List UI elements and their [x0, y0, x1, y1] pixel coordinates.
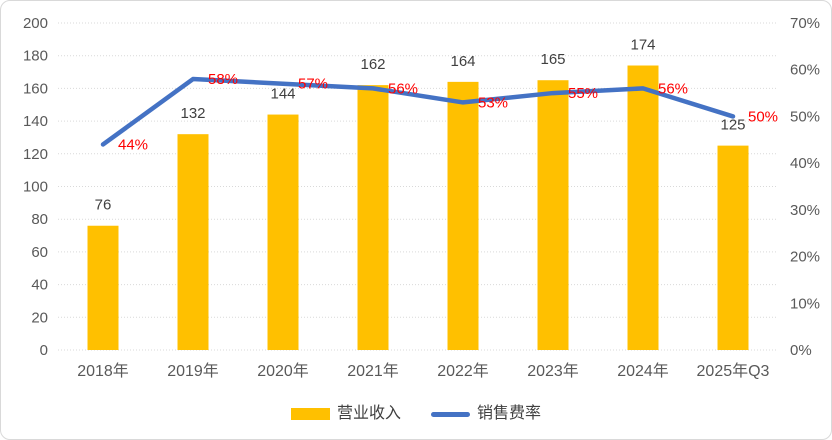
line-value-label: 56%	[388, 80, 418, 97]
legend-item-expense-ratio[interactable]: 销售费率	[431, 406, 541, 422]
x-tick-label: 2023年	[527, 362, 579, 380]
bar-value-label: 174	[630, 37, 655, 54]
legend-label-expense-ratio: 销售费率	[477, 405, 542, 422]
line-value-label: 56%	[658, 80, 688, 97]
bar-value-label: 132	[180, 105, 205, 122]
bar[interactable]	[447, 81, 479, 351]
x-tick-label: 2018年	[77, 362, 129, 380]
y-left-tick-label: 40	[31, 277, 48, 294]
bar-value-label: 162	[360, 56, 385, 73]
y-left-tick-label: 200	[23, 15, 48, 32]
bar[interactable]	[357, 85, 389, 350]
bar-series-swatch-icon	[290, 408, 330, 420]
bar[interactable]	[87, 225, 119, 350]
line-series-swatch-icon	[431, 411, 470, 417]
y-right-tick-label: 40%	[790, 155, 820, 172]
y-right-tick-label: 20%	[790, 249, 820, 266]
y-right-tick-label: 10%	[790, 295, 820, 312]
legend: 营业收入 销售费率	[1, 401, 831, 427]
y-left-tick-label: 0	[40, 342, 48, 359]
y-right-tick-label: 30%	[790, 202, 820, 219]
y-left-tick-label: 20	[31, 309, 48, 326]
y-right-tick-label: 50%	[790, 108, 820, 125]
bar-value-label: 76	[95, 197, 112, 214]
y-left-tick-label: 180	[23, 48, 48, 65]
y-left-tick-label: 140	[23, 113, 48, 130]
x-tick-label: 2021年	[347, 362, 399, 380]
bar[interactable]	[717, 145, 749, 350]
bar-value-label: 125	[720, 117, 745, 134]
line-value-label: 58%	[208, 71, 238, 88]
y-left-tick-label: 60	[31, 244, 48, 261]
x-tick-label: 2020年	[257, 362, 309, 380]
y-left-tick-label: 100	[23, 179, 48, 196]
line-value-label: 57%	[298, 76, 328, 93]
line-path[interactable]	[100, 76, 736, 147]
bar-value-label: 165	[540, 51, 565, 68]
line-value-label: 55%	[568, 85, 598, 102]
y-left-tick-label: 160	[23, 80, 48, 97]
bar[interactable]	[627, 65, 659, 350]
y-right-tick-label: 0%	[790, 342, 812, 359]
bar-value-label: 164	[450, 53, 475, 70]
line-value-label: 53%	[478, 94, 508, 111]
y-left-tick-label: 80	[31, 211, 48, 228]
line-value-label: 44%	[118, 136, 148, 153]
legend-label-revenue: 营业收入	[336, 405, 401, 422]
bar[interactable]	[537, 80, 569, 350]
x-tick-label: 2024年	[617, 362, 669, 380]
bar[interactable]	[177, 134, 209, 350]
bar[interactable]	[267, 114, 299, 350]
legend-item-revenue[interactable]: 营业收入	[290, 405, 401, 422]
bar-value-label: 144	[270, 86, 295, 103]
line-value-label: 50%	[748, 108, 778, 125]
x-tick-label: 2025年Q3	[697, 362, 770, 380]
x-tick-label: 2022年	[437, 362, 489, 380]
y-right-tick-label: 60%	[790, 62, 820, 79]
y-left-tick-label: 120	[23, 146, 48, 163]
x-tick-label: 2019年	[167, 362, 219, 380]
y-right-tick-label: 70%	[790, 15, 820, 32]
